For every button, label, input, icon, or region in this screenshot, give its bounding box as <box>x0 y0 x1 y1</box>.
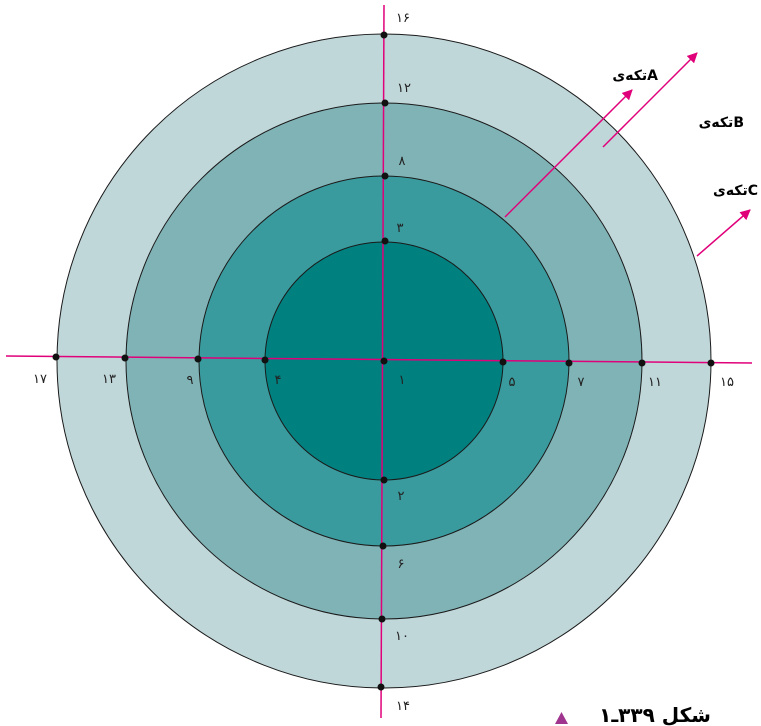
label-5: ۵ <box>509 375 516 390</box>
piece-c-label: تکه‌یC <box>713 183 758 199</box>
point-4 <box>261 356 269 364</box>
label-17: ١٧ <box>33 372 47 387</box>
piece-b-label: تکه‌یB <box>699 115 744 131</box>
label-11: ١١ <box>648 375 662 390</box>
point-10 <box>378 615 386 623</box>
horizontal-axis-line <box>5 355 753 364</box>
label-3: ٣ <box>397 221 404 236</box>
label-12: ١٢ <box>397 81 411 96</box>
label-6: ۶ <box>398 557 405 572</box>
point-7 <box>565 359 573 367</box>
piece-c-arrow <box>696 209 751 257</box>
point-14 <box>377 683 385 691</box>
point-6 <box>379 542 387 550</box>
point-17 <box>52 353 60 361</box>
piece-b-arrow <box>602 52 698 148</box>
label-9: ٩ <box>187 373 194 388</box>
label-14: ١۴ <box>396 699 410 714</box>
point-1 <box>380 357 388 365</box>
point-15 <box>707 359 715 367</box>
point-11 <box>638 359 646 367</box>
point-2 <box>380 476 388 484</box>
point-13 <box>121 354 129 362</box>
point-5 <box>499 358 507 366</box>
piece-a-arrow <box>504 89 633 218</box>
label-2: ٢ <box>398 489 405 504</box>
caption-triangle-icon <box>555 712 568 724</box>
label-4: ۴ <box>275 373 282 388</box>
label-7: ٧ <box>578 375 585 390</box>
label-1: ١ <box>399 373 406 388</box>
point-12 <box>381 99 389 107</box>
label-13: ١٣ <box>102 372 116 387</box>
label-8: ٨ <box>399 154 406 169</box>
piece-a-label: تکه‌یA <box>612 68 658 84</box>
point-9 <box>194 355 202 363</box>
point-8 <box>381 172 389 180</box>
label-16: ١۶ <box>396 11 410 26</box>
label-10: ١٠ <box>395 629 409 644</box>
point-16 <box>380 31 388 39</box>
label-15: ١۵ <box>720 375 734 390</box>
figure-caption: شکل ٣٣٩ـ١ <box>599 703 711 726</box>
point-3 <box>381 237 389 245</box>
